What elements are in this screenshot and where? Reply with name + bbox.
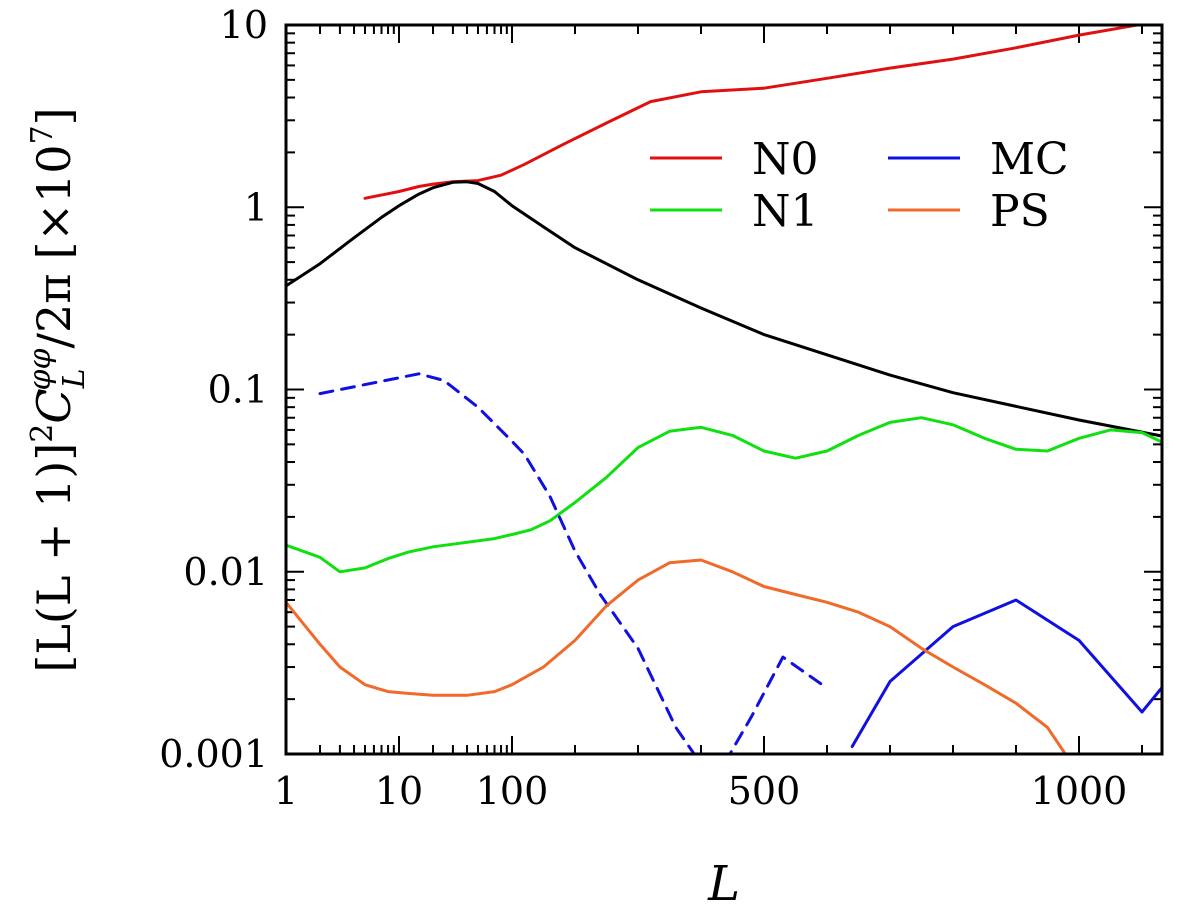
series-layer [286, 25, 1162, 754]
series-line-signal [286, 180, 1162, 438]
x-tick-labels: 11010050010002000 [274, 769, 1128, 813]
x-tick-label: 1000 [1031, 769, 1128, 813]
legend-label-mc: MC [990, 134, 1069, 185]
y-tick-label: 0.01 [183, 550, 268, 594]
y-tick-label: 10 [220, 3, 268, 47]
legend-label-n0: N0 [752, 134, 819, 185]
plot-frame [284, 23, 1164, 756]
series-line-ps [286, 558, 1068, 754]
legend-label-ps: PS [990, 186, 1050, 237]
series-line-n1 [286, 416, 1162, 574]
series-line-mc [318, 372, 829, 754]
y-tick-label: 0.001 [159, 732, 268, 776]
series-line-n0 [363, 25, 1147, 200]
y-axis-label: [L(L + 1)]2CLφφ/2π[×107] [23, 107, 92, 672]
x-tick-label: 1 [274, 769, 298, 813]
legend-label-n1: N1 [752, 186, 819, 237]
y-tick-label: 0.1 [208, 368, 268, 412]
y-tick-labels: 0.001 0.01 0.1 1 10 [159, 3, 268, 776]
x-axis-label: L [707, 856, 740, 910]
svg-text:[L(L + 1)]2CLφφ/2π[×107]: [L(L + 1)]2CLφφ/2π[×107] [23, 107, 92, 672]
x-tick-label: 100 [476, 769, 549, 813]
x-tick-label: 500 [728, 769, 801, 813]
series-line-mc [850, 598, 1162, 748]
x-tick-label: 10 [375, 769, 423, 813]
y-tick-label: 1 [244, 185, 268, 229]
